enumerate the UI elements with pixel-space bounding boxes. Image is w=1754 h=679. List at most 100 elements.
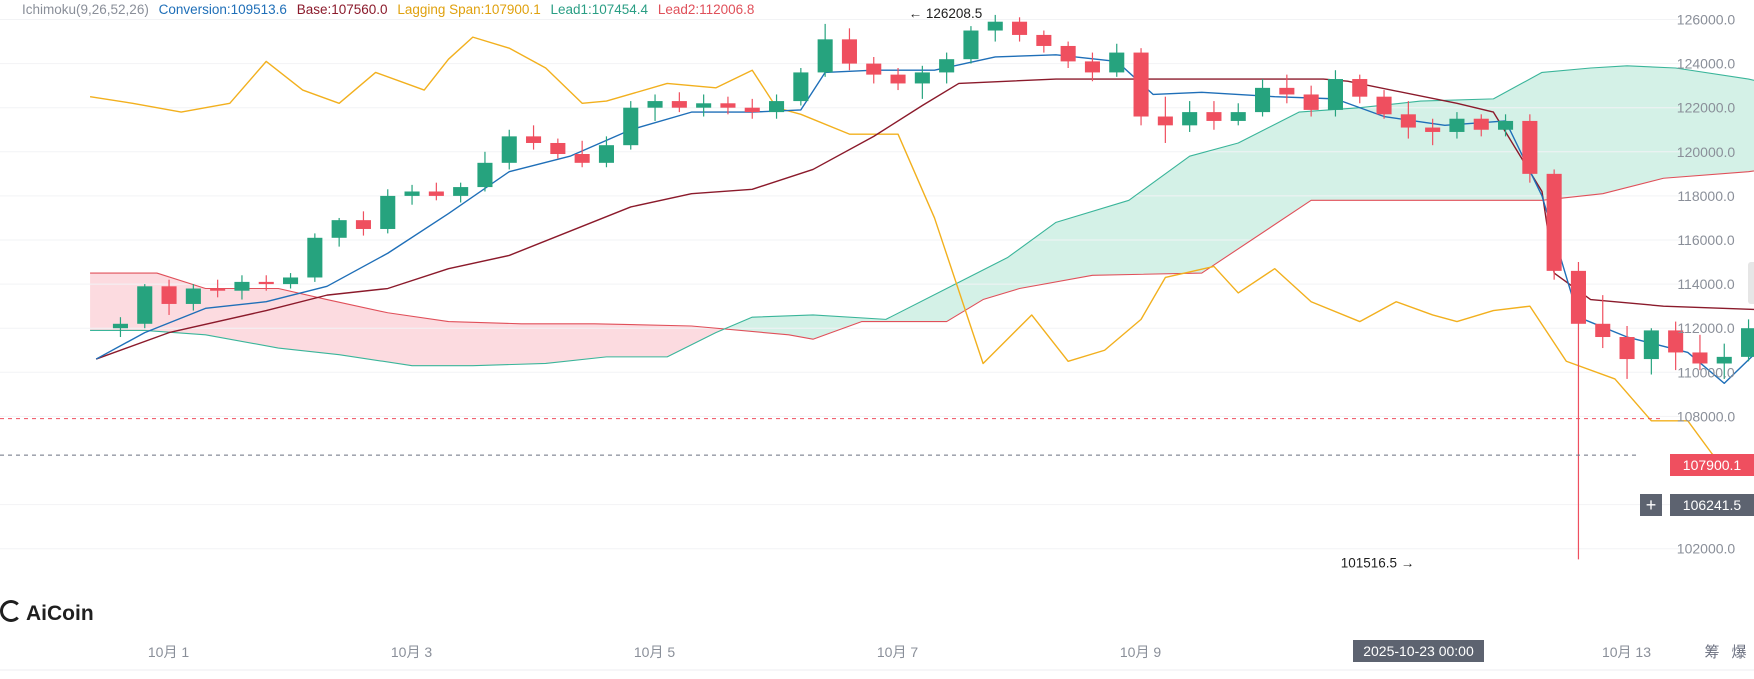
- candle-down: [1619, 337, 1635, 360]
- lead1-line: [90, 65, 1754, 367]
- candle-up: [453, 187, 469, 196]
- candle-up: [331, 220, 347, 238]
- legend-base: Base:107560.0: [296, 2, 388, 17]
- candle-up: [1182, 112, 1198, 126]
- candle-up: [1230, 112, 1246, 121]
- candle-down: [1692, 352, 1708, 364]
- legend-lagging: Lagging Span:107900.1: [397, 2, 541, 17]
- y-tick-label: 126000.0: [1677, 12, 1736, 28]
- candle-up: [1327, 79, 1343, 110]
- candle-up: [185, 288, 201, 304]
- candle-up: [1498, 120, 1514, 130]
- price-lines: [0, 418, 1660, 456]
- conversion-line: [95, 54, 1754, 385]
- candle-down: [1133, 52, 1149, 117]
- liquidation-icon[interactable]: 爆: [1731, 643, 1746, 661]
- aicoin-logo: AiCoin: [0, 600, 94, 626]
- candle-up: [963, 30, 979, 60]
- candle-down: [744, 107, 760, 113]
- y-tick-label: 124000.0: [1677, 56, 1736, 72]
- y-tick-label: 120000.0: [1677, 144, 1736, 160]
- candle-down: [550, 142, 566, 155]
- candle-up: [987, 21, 1003, 31]
- candle-down: [890, 74, 906, 84]
- candle-up: [1449, 118, 1465, 132]
- candle-down: [355, 220, 371, 229]
- candle-down: [671, 101, 687, 108]
- candle-down: [1473, 118, 1489, 130]
- extreme-markers: ← 126208.5 101516.5 →: [909, 6, 1415, 570]
- crosshair-time-label: 2025-10-23 00:00: [1353, 640, 1484, 662]
- candle-down: [1425, 127, 1441, 132]
- candle-down: [428, 191, 444, 196]
- legend-indicator: Ichimoku(9,26,52,26): [22, 2, 149, 17]
- x-tick-label: 10月 3: [391, 644, 432, 660]
- y-tick-label: 108000.0: [1677, 408, 1736, 424]
- candle-up: [1109, 52, 1125, 73]
- candle-up: [112, 323, 128, 329]
- candle-down: [720, 103, 736, 108]
- candle-down: [210, 288, 226, 291]
- candle-up: [501, 136, 517, 163]
- candle-down: [1352, 79, 1368, 97]
- candle-up: [404, 191, 420, 196]
- candle-down: [1522, 120, 1538, 174]
- y-tick-label: 114000.0: [1677, 276, 1735, 292]
- x-tick-label: 10月 13: [1602, 644, 1651, 660]
- chip-distribution-icon[interactable]: 筹: [1704, 643, 1719, 661]
- candle-up: [1741, 328, 1754, 357]
- candle-down: [1060, 45, 1076, 62]
- candle-up: [939, 59, 955, 73]
- candle-down: [1668, 330, 1684, 353]
- candle-up: [598, 145, 614, 163]
- legend-conversion: Conversion:109513.6: [158, 2, 287, 17]
- panel-resize-handle[interactable]: [1748, 262, 1754, 304]
- y-tick-label: 116000.0: [1677, 232, 1735, 248]
- candle-down: [1012, 21, 1028, 35]
- candle-up: [696, 103, 712, 108]
- candle-down: [574, 154, 590, 163]
- candle-up: [234, 281, 250, 291]
- candlesticks: [112, 14, 1754, 560]
- candle-up: [380, 195, 396, 229]
- candle-up: [283, 277, 299, 285]
- high-price-marker: ← 126208.5: [909, 6, 983, 21]
- gridlines: [0, 19, 1680, 550]
- candle-up: [623, 107, 639, 146]
- y-axis[interactable]: 126000.0 124000.0 122000.0 120000.0 118000.0…: [1677, 12, 1736, 557]
- candle-down: [1400, 114, 1416, 128]
- candle-up: [647, 101, 663, 108]
- candle-up: [817, 39, 833, 73]
- lagging-span-line: [89, 36, 1754, 475]
- indicator-legend: Ichimoku(9,26,52,26) Conversion:109513.6…: [22, 2, 760, 17]
- x-tick-label: 10月 7: [877, 644, 918, 660]
- logo-text: AiCoin: [26, 602, 94, 625]
- candle-down: [1279, 87, 1295, 95]
- y-tick-label: 112000.0: [1677, 320, 1735, 336]
- add-alert-plus-icon[interactable]: +: [1640, 494, 1662, 516]
- x-tick-label: 10月 9: [1120, 644, 1161, 660]
- candle-up: [914, 72, 930, 84]
- candle-up: [1716, 356, 1732, 364]
- y-tick-label: 102000.0: [1677, 541, 1736, 557]
- candle-up: [137, 286, 153, 324]
- y-tick-label: 118000.0: [1677, 188, 1735, 204]
- candle-up: [477, 162, 493, 188]
- bullish-cloud-segment: [724, 65, 1754, 340]
- candle-down: [526, 136, 542, 143]
- current-price-label: 107900.1: [1670, 454, 1754, 476]
- candle-up: [307, 237, 323, 278]
- candle-down: [1303, 94, 1319, 110]
- low-price-marker: 101516.5 →: [1341, 555, 1415, 570]
- candle-up: [1643, 330, 1659, 360]
- bearish-cloud-segment: [90, 273, 725, 366]
- base-line: [95, 78, 1754, 360]
- lead2-line: [90, 170, 1754, 340]
- candle-down: [866, 63, 882, 75]
- candle-down: [1036, 34, 1052, 46]
- x-tick-label: 10月 1: [148, 644, 189, 660]
- candle-up: [1255, 87, 1271, 113]
- candle-down: [1084, 61, 1100, 73]
